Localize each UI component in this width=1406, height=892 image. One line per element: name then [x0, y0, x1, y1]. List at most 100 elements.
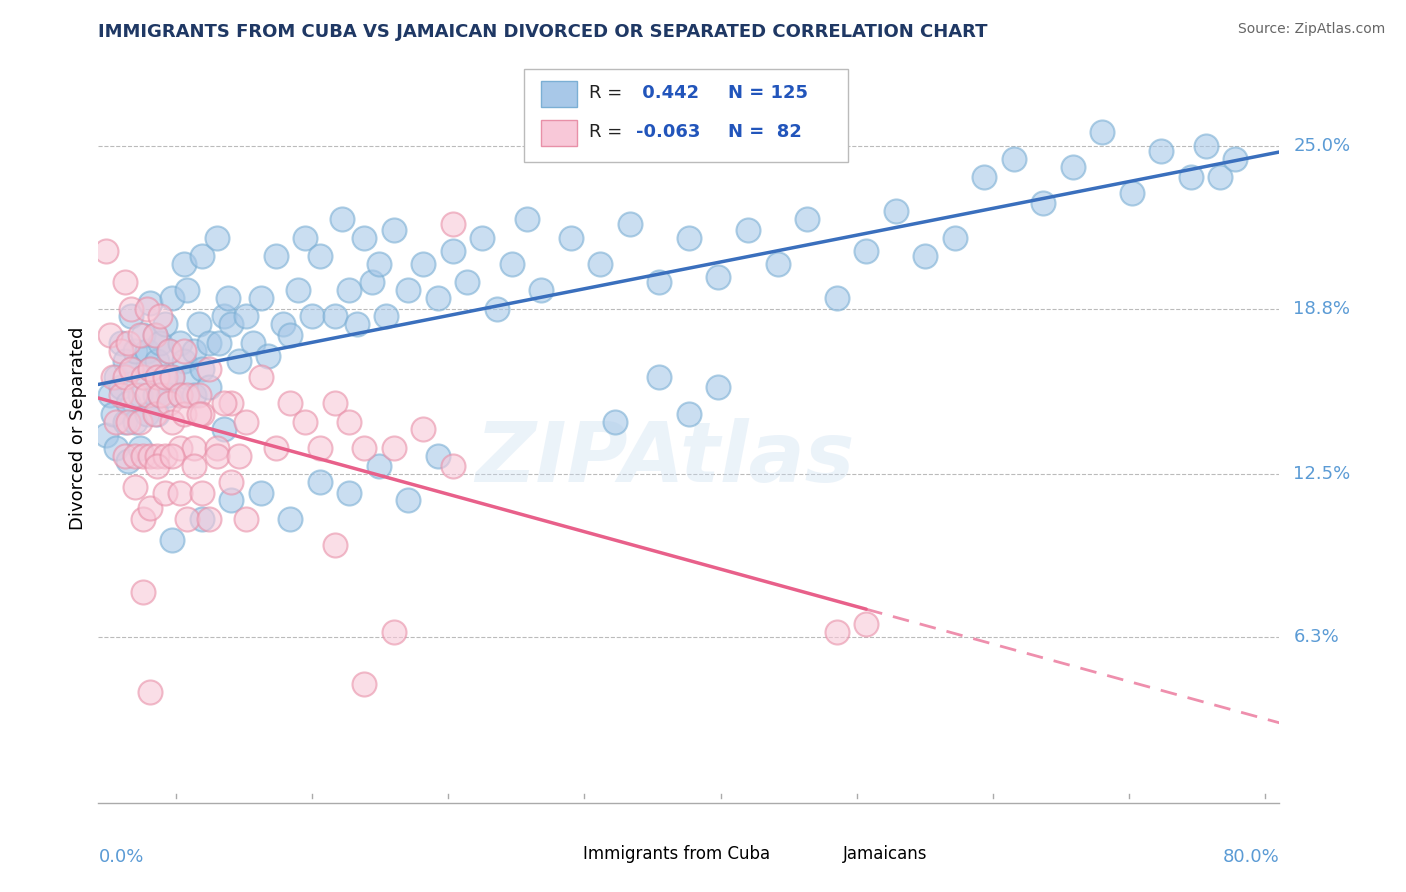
- Point: [98, 388, 121, 402]
- Bar: [547, 846, 575, 864]
- Point: [114, 449, 136, 463]
- Point: [162, 291, 183, 305]
- Point: [205, 449, 228, 463]
- Point: [153, 449, 176, 463]
- Point: [191, 249, 214, 263]
- Point: [120, 362, 142, 376]
- Text: 6.3%: 6.3%: [1294, 628, 1339, 646]
- Point: [884, 204, 907, 219]
- Point: [146, 449, 169, 463]
- Point: [153, 370, 176, 384]
- Text: R =: R =: [589, 84, 621, 103]
- Point: [139, 296, 162, 310]
- Point: [120, 310, 142, 324]
- Point: [183, 388, 205, 402]
- Point: [250, 485, 273, 500]
- Point: [855, 244, 877, 258]
- Point: [398, 493, 420, 508]
- Point: [914, 249, 936, 263]
- Text: R =: R =: [589, 123, 621, 141]
- Point: [530, 283, 553, 297]
- Point: [191, 407, 214, 421]
- Point: [132, 512, 155, 526]
- Point: [560, 230, 582, 244]
- Point: [132, 327, 155, 342]
- Point: [114, 415, 136, 429]
- Point: [132, 449, 155, 463]
- Point: [280, 396, 302, 410]
- Point: [217, 291, 239, 305]
- Point: [412, 422, 434, 436]
- Text: 0.442: 0.442: [636, 84, 699, 103]
- Point: [221, 493, 243, 508]
- Text: IMMIGRANTS FROM CUBA VS JAMAICAN DIVORCED OR SEPARATED CORRELATION CHART: IMMIGRANTS FROM CUBA VS JAMAICAN DIVORCE…: [98, 23, 988, 41]
- Point: [146, 407, 169, 421]
- Point: [139, 362, 162, 376]
- Point: [346, 318, 368, 332]
- Point: [98, 327, 121, 342]
- Bar: [807, 846, 835, 864]
- Point: [146, 459, 169, 474]
- Point: [1091, 125, 1114, 139]
- Point: [173, 354, 195, 368]
- Point: [707, 380, 730, 394]
- Text: -0.063: -0.063: [636, 123, 700, 141]
- Point: [825, 291, 848, 305]
- Text: Jamaicans: Jamaicans: [842, 845, 927, 863]
- Point: [114, 354, 136, 368]
- Point: [198, 335, 221, 350]
- Point: [139, 501, 162, 516]
- Point: [128, 388, 150, 402]
- Point: [280, 327, 302, 342]
- Point: [353, 230, 375, 244]
- Point: [287, 283, 309, 297]
- Point: [382, 441, 405, 455]
- Point: [294, 230, 316, 244]
- Text: 18.8%: 18.8%: [1294, 300, 1350, 318]
- Point: [589, 257, 612, 271]
- Point: [501, 257, 523, 271]
- Point: [149, 335, 172, 350]
- Point: [235, 415, 257, 429]
- Point: [169, 388, 191, 402]
- Point: [257, 349, 280, 363]
- Point: [153, 370, 176, 384]
- Point: [360, 275, 382, 289]
- Point: [228, 449, 250, 463]
- Point: [143, 327, 166, 342]
- Point: [309, 475, 332, 489]
- Point: [212, 396, 235, 410]
- Point: [169, 335, 191, 350]
- Point: [169, 485, 191, 500]
- Point: [375, 310, 398, 324]
- Point: [309, 249, 332, 263]
- Point: [486, 301, 509, 316]
- Point: [191, 362, 214, 376]
- Point: [1062, 160, 1084, 174]
- Point: [221, 475, 243, 489]
- Point: [1195, 138, 1218, 153]
- Point: [117, 454, 139, 468]
- Point: [1032, 196, 1054, 211]
- Point: [183, 441, 205, 455]
- Point: [128, 441, 150, 455]
- Point: [162, 449, 183, 463]
- Point: [368, 257, 391, 271]
- Point: [264, 249, 287, 263]
- Point: [339, 283, 361, 297]
- Point: [323, 538, 346, 552]
- Point: [103, 370, 125, 384]
- Point: [146, 354, 169, 368]
- Point: [124, 415, 146, 429]
- Point: [110, 343, 132, 358]
- Point: [114, 370, 136, 384]
- Point: [441, 459, 464, 474]
- Point: [139, 685, 162, 699]
- Point: [157, 343, 180, 358]
- Text: 0.0%: 0.0%: [98, 847, 143, 866]
- Point: [187, 407, 209, 421]
- Point: [124, 449, 146, 463]
- Point: [353, 441, 375, 455]
- Point: [105, 370, 128, 384]
- Point: [94, 244, 117, 258]
